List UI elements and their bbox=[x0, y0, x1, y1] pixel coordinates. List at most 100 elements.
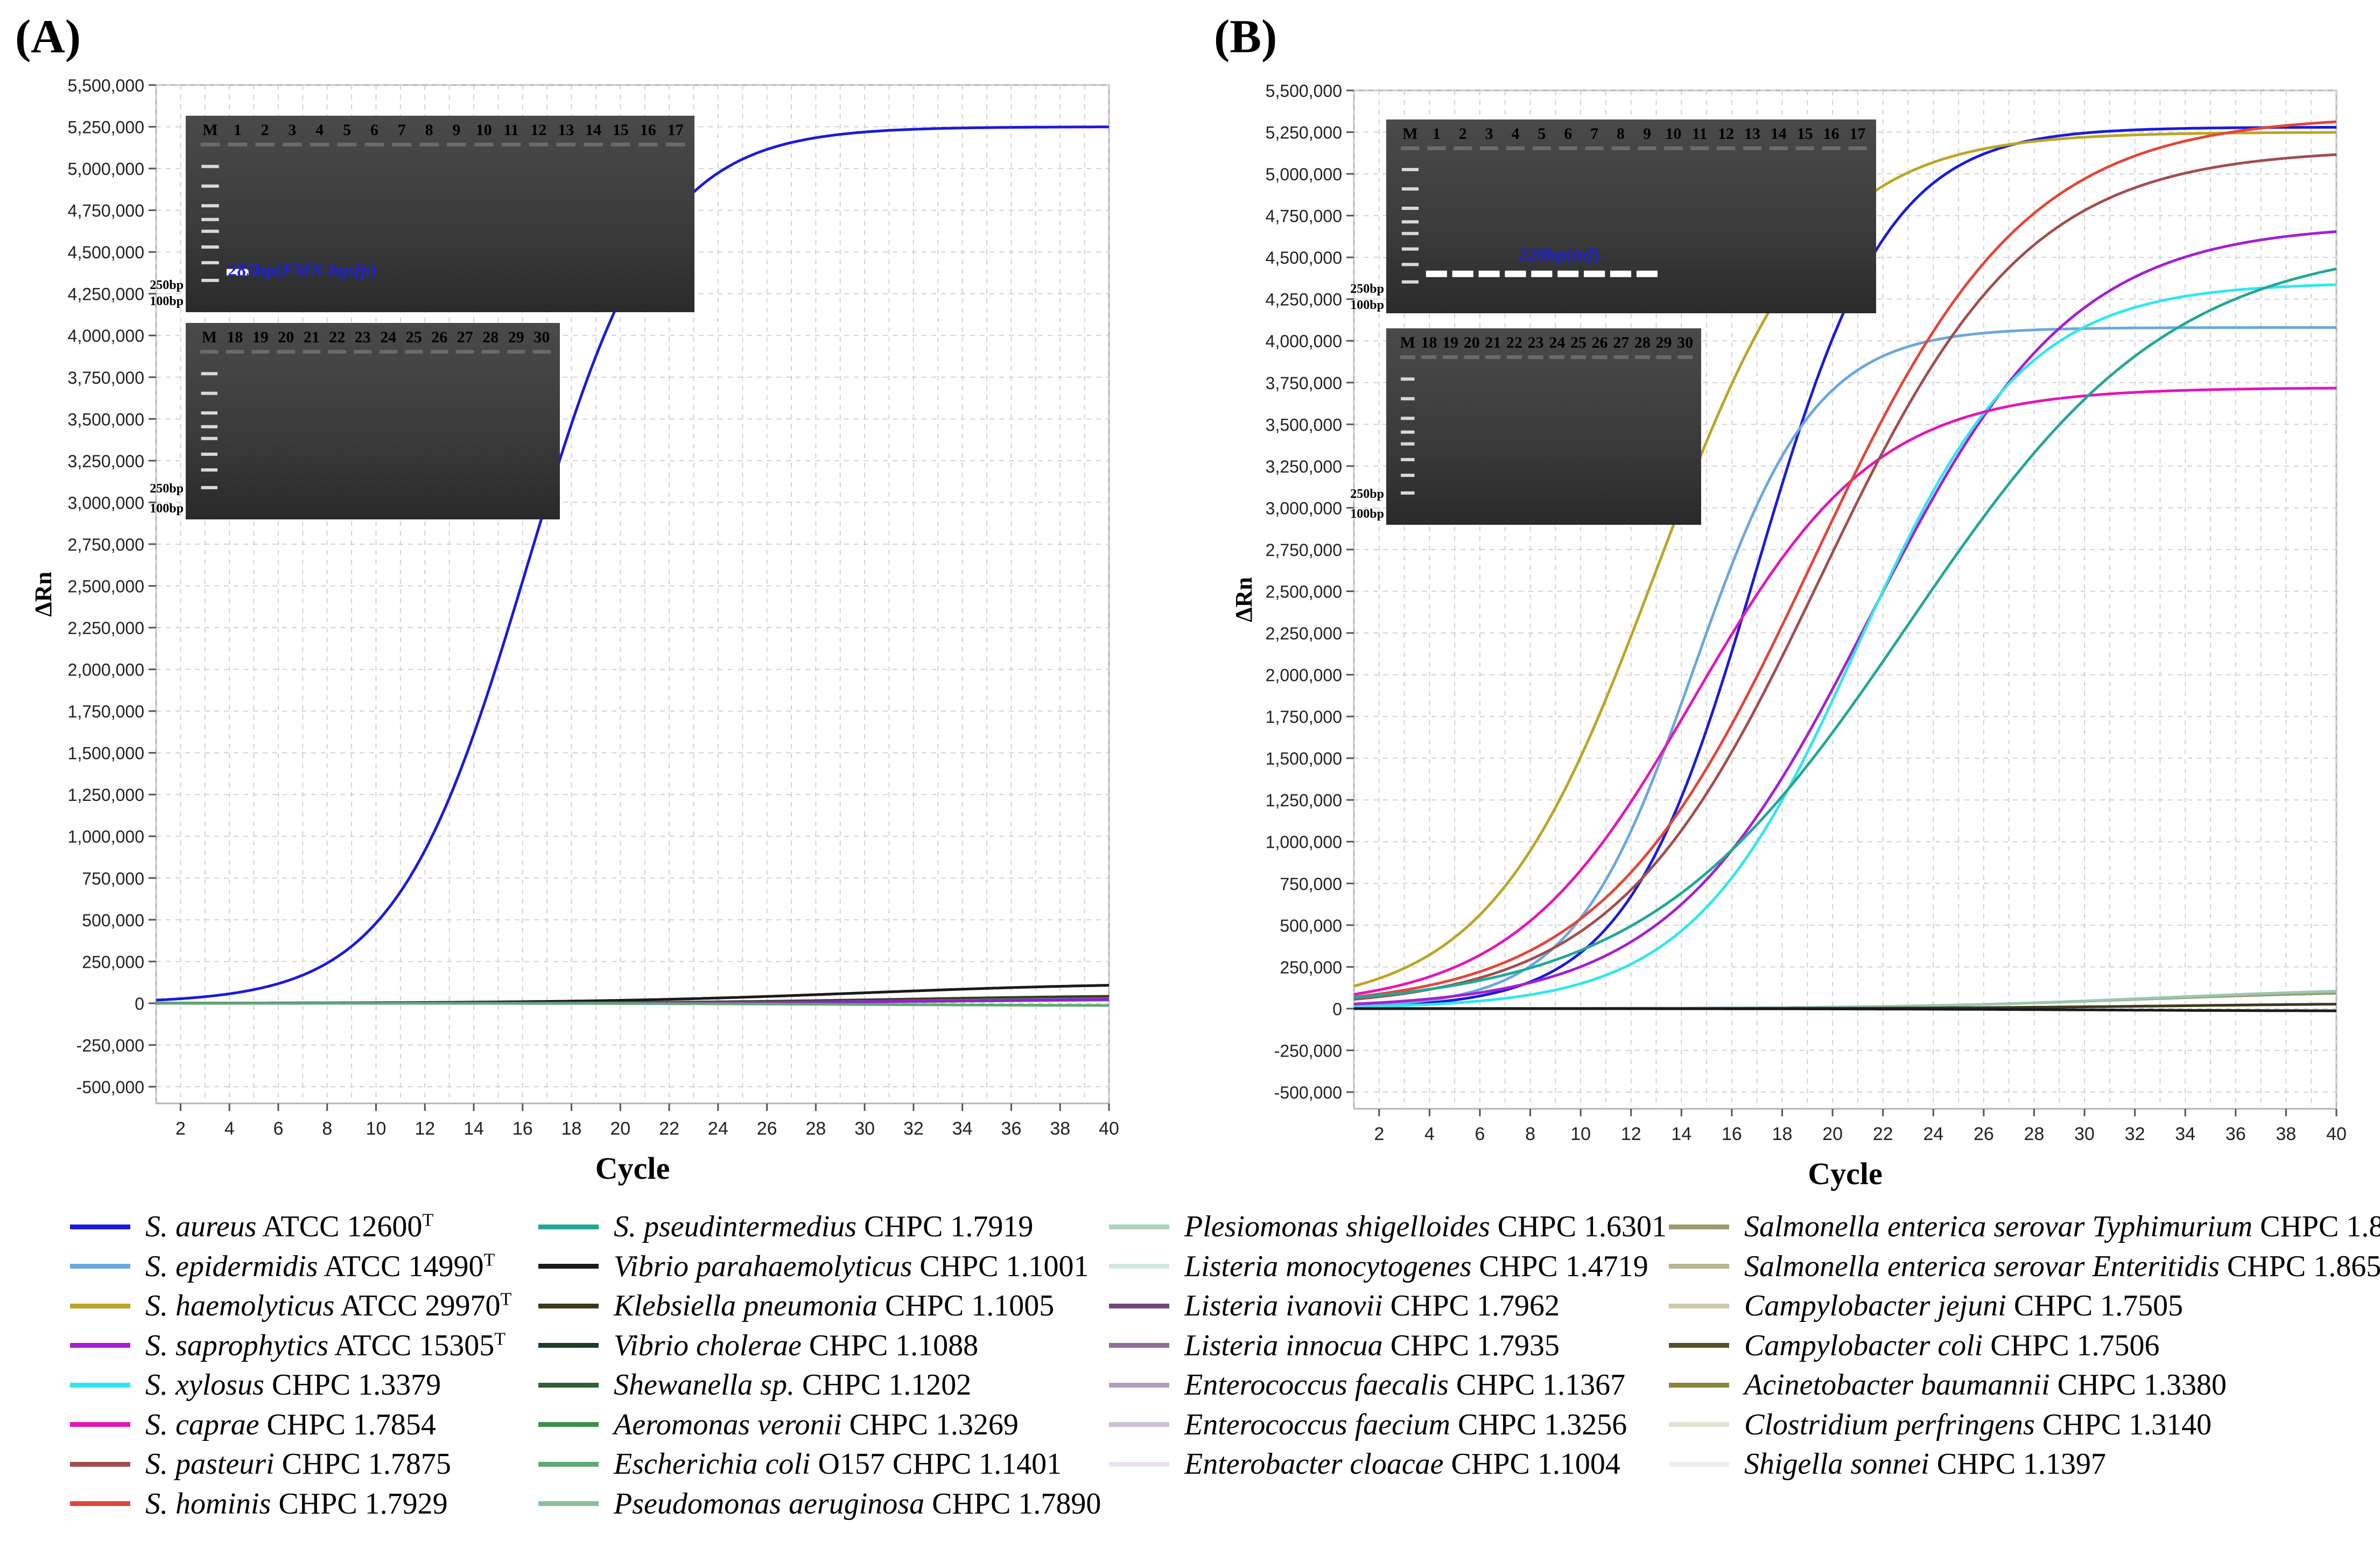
gel-well bbox=[1401, 146, 1420, 150]
legend-item: S. pasteuri CHPC 1.7875 bbox=[70, 1444, 451, 1484]
gel-lane-label: 23 bbox=[355, 328, 371, 346]
series-line bbox=[1353, 153, 2337, 1001]
gel-well bbox=[1717, 146, 1736, 150]
gel-well bbox=[447, 143, 466, 146]
gel-ladder-band bbox=[1401, 430, 1415, 434]
legend-item: Enterococcus faecium CHPC 1.3256 bbox=[1109, 1405, 1627, 1445]
y-tick-label: 4,750,000 bbox=[68, 201, 144, 221]
legend-strain: CHPC 1.6301 bbox=[1490, 1210, 1667, 1243]
gel-lane-label: 8 bbox=[425, 121, 433, 139]
gel-lane-label: 21 bbox=[1485, 334, 1501, 351]
gel-well bbox=[379, 350, 397, 354]
legend-label: Shigella sonnei CHPC 1.1397 bbox=[1744, 1447, 2106, 1481]
gel-lane-label: 15 bbox=[613, 121, 629, 139]
x-tick-label: 28 bbox=[2024, 1124, 2045, 1144]
gel-well bbox=[1528, 355, 1543, 359]
panel-label-b: (B) bbox=[1214, 11, 1277, 63]
y-tick-label: 4,750,000 bbox=[1266, 207, 1342, 226]
series-line bbox=[1353, 386, 2336, 996]
legend-species: Listeria innocua bbox=[1184, 1328, 1383, 1362]
legend-swatch bbox=[1109, 1343, 1169, 1348]
gel-amplicon-band bbox=[1584, 270, 1605, 277]
gel-ladder-band bbox=[1401, 442, 1415, 446]
legend-label: Escherichia coli O157 CHPC 1.1401 bbox=[614, 1447, 1062, 1481]
gel-well bbox=[1638, 146, 1656, 150]
x-tick-label: 32 bbox=[903, 1118, 924, 1139]
legend-swatch bbox=[1669, 1224, 1729, 1229]
y-tick-label: 1,250,000 bbox=[68, 785, 144, 805]
y-tick-label: -250,000 bbox=[1274, 1041, 1342, 1060]
gel-ladder-band bbox=[201, 217, 219, 221]
legend-label: Enterococcus faecalis CHPC 1.1367 bbox=[1184, 1368, 1625, 1402]
gel-lane-label: 30 bbox=[533, 328, 550, 346]
legend-item: Vibrio parahaemolyticus CHPC 1.1001 bbox=[538, 1247, 1089, 1286]
y-tick-label: 2,000,000 bbox=[1266, 666, 1342, 685]
legend-species: Shewanella sp. bbox=[614, 1368, 795, 1402]
gel-lane-label: 1 bbox=[1433, 125, 1441, 143]
legend-species: Shigella sonnei bbox=[1744, 1447, 1929, 1481]
y-tick-label: 5,250,000 bbox=[1266, 123, 1342, 143]
y-tick-label: 2,750,000 bbox=[68, 535, 144, 554]
gel-lane-label: 18 bbox=[227, 328, 243, 346]
y-tick-label: 1,750,000 bbox=[68, 702, 144, 721]
legend-species: Acinetobacter baumannii bbox=[1744, 1368, 2050, 1402]
gel-ladder-band bbox=[201, 204, 219, 208]
gel-well bbox=[638, 143, 658, 146]
gel-band-close: ) bbox=[1593, 245, 1599, 265]
legend-item: Campylobacter coli CHPC 1.7506 bbox=[1669, 1326, 2160, 1366]
gel-ladder-band bbox=[201, 452, 217, 456]
gel-well bbox=[328, 350, 346, 354]
x-tick-label: 38 bbox=[2276, 1124, 2296, 1144]
legend-strain: CHPC 1.3379 bbox=[264, 1368, 441, 1402]
y-tick-label: -250,000 bbox=[76, 1036, 144, 1055]
gel-marker-250-bottom-label: 250bp bbox=[1350, 487, 1384, 501]
gel-well bbox=[1690, 146, 1709, 150]
legend-label: S. pseudintermedius CHPC 1.7919 bbox=[614, 1209, 1033, 1244]
legend-label: Salmonella enterica serovar Enteritidis … bbox=[1744, 1249, 2380, 1284]
gel-well bbox=[1421, 355, 1437, 359]
legend-label: Listeria innocua CHPC 1.7935 bbox=[1184, 1328, 1560, 1363]
legend-species: S. hominis bbox=[145, 1487, 271, 1521]
x-tick-label: 22 bbox=[659, 1118, 679, 1139]
y-tick-label: 500,000 bbox=[1280, 916, 1342, 935]
legend-species: S. aureus bbox=[145, 1210, 257, 1243]
y-tick-label: 2,500,000 bbox=[1266, 582, 1342, 601]
legend-label: S. haemolyticus ATCC 29970T bbox=[145, 1289, 511, 1323]
gel-marker-250-label: 250bp bbox=[150, 278, 184, 292]
gel-lane-label: 3 bbox=[1485, 125, 1493, 143]
legend-strain: CHPC 1.1202 bbox=[794, 1368, 972, 1402]
gel-lane-label: 4 bbox=[315, 121, 324, 139]
gel-band-size: 285bp( bbox=[228, 261, 282, 280]
legend-label: S. pasteuri CHPC 1.7875 bbox=[145, 1447, 451, 1481]
gel-image-top bbox=[186, 116, 694, 312]
legend-species: Listeria monocytogenes bbox=[1184, 1249, 1472, 1283]
x-tick-label: 24 bbox=[708, 1118, 728, 1139]
gel-well bbox=[529, 143, 549, 146]
gel-well bbox=[1400, 355, 1415, 359]
y-tick-label: 5,250,000 bbox=[68, 118, 144, 137]
gel-well bbox=[1656, 355, 1672, 359]
gel-amplicon-band bbox=[1636, 270, 1658, 277]
gel-well bbox=[392, 143, 412, 146]
series-line bbox=[1353, 283, 2337, 1009]
x-tick-label: 16 bbox=[512, 1118, 533, 1139]
gel-well bbox=[303, 350, 321, 354]
gel-lane-label: 8 bbox=[1617, 125, 1625, 143]
gel-lane-label: M bbox=[1400, 334, 1415, 351]
legend-label: Vibrio parahaemolyticus CHPC 1.1001 bbox=[614, 1249, 1089, 1284]
legend-label: Enterococcus faecium CHPC 1.3256 bbox=[1184, 1408, 1627, 1442]
legend-strain: ATCC 15305 bbox=[328, 1328, 495, 1362]
x-tick-label: 4 bbox=[224, 1118, 235, 1139]
gel-image-bottom bbox=[186, 323, 560, 519]
gel-lane-label: 21 bbox=[304, 328, 320, 346]
gel-ladder-band bbox=[1401, 491, 1415, 495]
gel-lane-label: 12 bbox=[530, 121, 546, 139]
legend-swatch bbox=[1109, 1422, 1169, 1427]
gel-lane-label: 23 bbox=[1528, 334, 1544, 351]
y-tick-label: -500,000 bbox=[1274, 1083, 1342, 1102]
legend-species: Pseudomonas aeruginosa bbox=[614, 1487, 925, 1521]
gel-lane-label: 25 bbox=[406, 328, 422, 346]
gel-lane-label: 7 bbox=[398, 121, 406, 139]
legend-label: Klebsiella pneumonia CHPC 1.1005 bbox=[614, 1289, 1054, 1323]
gel-lane-label: 18 bbox=[1421, 334, 1437, 351]
